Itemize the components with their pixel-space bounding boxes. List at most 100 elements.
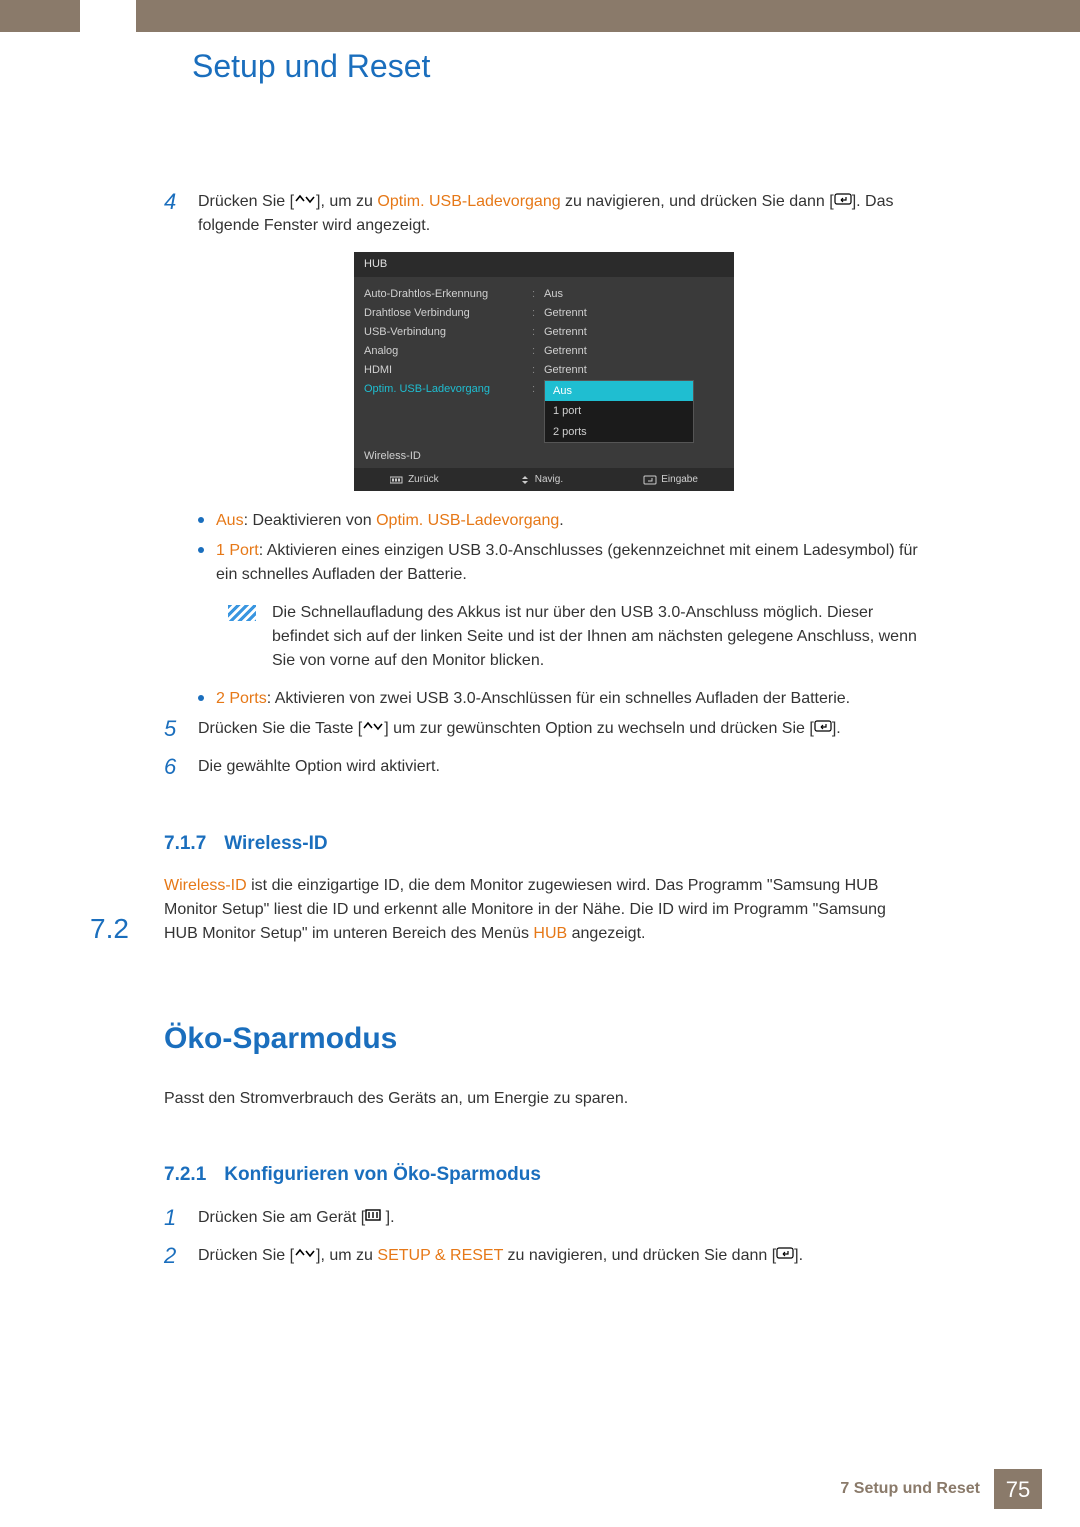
- bullet-aus: Aus: Deaktivieren von Optim. USB-Ladevor…: [198, 509, 924, 533]
- label: Navig.: [535, 472, 563, 487]
- highlight-text: Optim. USB-Ladevorgang: [377, 193, 560, 210]
- subsection-721: 7.2.1 Konfigurieren von Öko-Sparmodus: [164, 1161, 924, 1190]
- osd-colon: :: [532, 381, 544, 398]
- page-title: Setup und Reset: [192, 42, 430, 90]
- bullet-text: 1 Port: Aktivieren eines einzigen USB 3.…: [216, 539, 924, 587]
- footer-chapter: 7 Setup und Reset: [840, 1477, 980, 1501]
- label: Eingabe: [661, 472, 698, 487]
- step-number: 1: [164, 1206, 184, 1230]
- text: angezeigt.: [567, 925, 645, 942]
- step-number: 4: [164, 190, 184, 214]
- bullet-text: Aus: Deaktivieren von Optim. USB-Ladevor…: [216, 509, 924, 533]
- highlight-text: HUB: [533, 925, 567, 942]
- bullet-dot-icon: [198, 695, 204, 701]
- section-number: 7.2.1: [164, 1164, 206, 1185]
- osd-body: Auto-Drahtlos-Erkennung:Aus Drahtlose Ve…: [354, 277, 734, 469]
- step-5: 5 Drücken Sie die Taste [] um zur gewüns…: [164, 717, 924, 741]
- step-721-2: 2 Drücken Sie [], um zu SETUP & RESET zu…: [164, 1244, 924, 1268]
- osd-menu-screenshot: HUB Auto-Drahtlos-Erkennung:Aus Drahtlos…: [354, 252, 734, 491]
- text: : Aktivieren eines einzigen USB 3.0-Ansc…: [216, 542, 918, 583]
- osd-value: Getrennt: [544, 324, 724, 341]
- step-text: Die gewählte Option wird aktiviert.: [198, 755, 924, 779]
- chapter-tab: [80, 0, 136, 40]
- bullet-dot-icon: [198, 547, 204, 553]
- step-text: Drücken Sie die Taste [] um zur gewünsch…: [198, 717, 924, 741]
- section-72-title: Öko-Sparmodus: [164, 1016, 924, 1061]
- label: Zurück: [408, 472, 439, 487]
- bullet-1port: 1 Port: Aktivieren eines einzigen USB 3.…: [198, 539, 924, 587]
- step-number: 5: [164, 717, 184, 741]
- osd-enter: Eingabe: [643, 472, 698, 487]
- osd-value: Getrennt: [544, 343, 724, 360]
- note-block: Die Schnellaufladung des Akkus ist nur ü…: [228, 601, 924, 673]
- osd-colon: :: [532, 286, 544, 303]
- osd-label: Wireless-ID: [364, 448, 532, 465]
- osd-option-selected: Aus: [545, 381, 693, 402]
- osd-back: Zurück: [390, 472, 439, 487]
- highlight-text: 2 Ports: [216, 690, 267, 707]
- osd-value: Aus: [544, 286, 724, 303]
- step-text: Drücken Sie [], um zu SETUP & RESET zu n…: [198, 1244, 924, 1268]
- note-icon: [228, 605, 256, 621]
- enter-icon: [814, 716, 832, 740]
- osd-row: Drahtlose Verbindung:Getrennt: [364, 304, 724, 323]
- osd-colon: :: [532, 362, 544, 379]
- step-number: 6: [164, 755, 184, 779]
- osd-row: Wireless-ID: [364, 447, 724, 466]
- osd-label: Analog: [364, 343, 532, 360]
- osd-option: 2 ports: [545, 422, 693, 443]
- osd-value: Getrennt: [544, 305, 724, 322]
- osd-label: HDMI: [364, 362, 532, 379]
- top-brown-band: [0, 0, 1080, 32]
- highlight-text: Optim. USB-Ladevorgang: [376, 512, 559, 529]
- subsection-717: 7.1.7Wireless-ID: [164, 830, 924, 859]
- text: ].: [794, 1247, 803, 1264]
- osd-footer: Zurück Navig. Eingabe: [354, 468, 734, 491]
- osd-row: USB-Verbindung:Getrennt: [364, 323, 724, 342]
- osd-row: Analog:Getrennt: [364, 342, 724, 361]
- osd-label: Optim. USB-Ladevorgang: [364, 381, 532, 398]
- text: Drücken Sie [: [198, 1247, 294, 1264]
- step-4: 4 Drücken Sie [ ], um zu Optim. USB-Ladev…: [164, 190, 924, 238]
- osd-colon: :: [532, 343, 544, 360]
- footer-page-number: 75: [994, 1469, 1042, 1509]
- osd-row: Auto-Drahtlos-Erkennung:Aus: [364, 285, 724, 304]
- text: Drücken Sie [: [198, 193, 294, 210]
- osd-value: Getrennt: [544, 362, 724, 379]
- text: : Aktivieren von zwei USB 3.0-Anschlüsse…: [267, 690, 850, 707]
- text: ], um zu: [316, 193, 377, 210]
- highlight-text: Wireless-ID: [164, 877, 247, 894]
- osd-label: USB-Verbindung: [364, 324, 532, 341]
- step-721-1: 1 Drücken Sie am Gerät [ ].: [164, 1206, 924, 1230]
- step-text: Drücken Sie [ ], um zu Optim. USB-Ladevor…: [198, 190, 924, 238]
- section-number: 7.1.7: [164, 833, 206, 854]
- text: zu navigieren, und drücken Sie dann [: [503, 1247, 776, 1264]
- updown-icon: [294, 189, 316, 213]
- text: .: [559, 512, 563, 529]
- page-footer: 7 Setup und Reset 75: [840, 1469, 1042, 1509]
- page-content: 4 Drücken Sie [ ], um zu Optim. USB-Ladev…: [164, 190, 924, 1282]
- text: : Deaktivieren von: [244, 512, 377, 529]
- osd-dropdown: Aus 1 port 2 ports: [544, 380, 694, 444]
- step-text: Drücken Sie am Gerät [ ].: [198, 1206, 924, 1230]
- text: ist die einzigartige ID, die dem Monitor…: [164, 877, 886, 942]
- osd-colon: :: [532, 305, 544, 322]
- bullet-2ports: 2 Ports: Aktivieren von zwei USB 3.0-Ans…: [198, 687, 924, 711]
- osd-row: HDMI:Getrennt: [364, 361, 724, 380]
- text: ] um zur gewünschten Option zu wechseln …: [384, 720, 814, 737]
- bullet-dot-icon: [198, 517, 204, 523]
- osd-label: Drahtlose Verbindung: [364, 305, 532, 322]
- updown-icon: [294, 1243, 316, 1267]
- bullet-text: 2 Ports: Aktivieren von zwei USB 3.0-Ans…: [216, 687, 924, 711]
- highlight-text: SETUP & RESET: [377, 1247, 503, 1264]
- highlight-text: 1 Port: [216, 542, 259, 559]
- osd-colon: :: [532, 324, 544, 341]
- step-number: 2: [164, 1244, 184, 1268]
- section-title: Konfigurieren von Öko-Sparmodus: [224, 1164, 541, 1185]
- menu-icon: [365, 1205, 381, 1229]
- highlight-text: Aus: [216, 512, 244, 529]
- text: ].: [381, 1209, 394, 1226]
- para-72-intro: Passt den Stromverbrauch des Geräts an, …: [164, 1087, 924, 1111]
- updown-icon: [362, 716, 384, 740]
- osd-option: 1 port: [545, 401, 693, 422]
